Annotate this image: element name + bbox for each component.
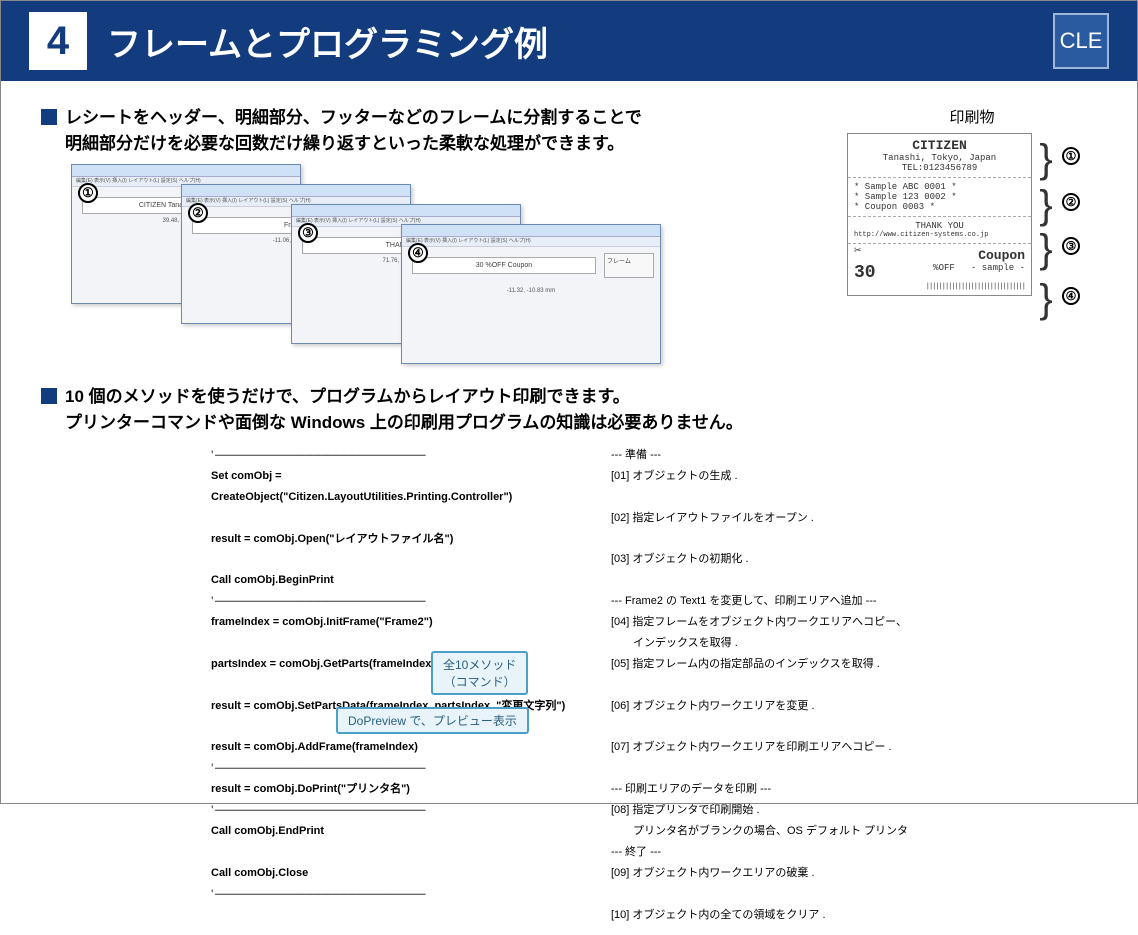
section-number: 4 (29, 12, 87, 70)
circle-1-icon: ① (78, 183, 98, 203)
code-block: ' --------------------------------------… (211, 445, 1097, 925)
bullet2-line1: 10 個のメソッドを使うだけで、プログラムからレイアウト印刷できます。 (65, 387, 630, 406)
square-bullet-icon (41, 109, 57, 125)
receipt-label-1: ① (1062, 147, 1080, 165)
receipt-label-3: ③ (1062, 237, 1080, 255)
square-bullet-icon (41, 388, 57, 404)
code-right: --- 準備 --- [01] オブジェクトの生成 . [02] 指定レイアウト… (611, 445, 971, 925)
receipt-label-2: ② (1062, 193, 1080, 211)
receipt-box: CITIZEN Tanashi, Tokyo, Japan TEL:012345… (847, 133, 1032, 296)
receipt-column: 印刷物 CITIZEN Tanashi, Tokyo, Japan TEL:01… (847, 106, 1097, 296)
callout-preview: DoPreview で、プレビュー表示 (336, 707, 529, 734)
circle-2-icon: ② (188, 203, 208, 223)
cascade-windows: 編集(E) 表示(V) 挿入(I) レイアウト(L) 設定(S) ヘルプ(H) … (71, 164, 631, 364)
bullet1-line1: レシートをヘッダー、明細部分、フッターなどのフレームに分割することで (65, 108, 642, 127)
bullet2-line2: プリンターコマンドや面倒な Windows 上の印刷用プログラムの知識は必要あり… (65, 413, 743, 432)
receipt-title: 印刷物 (847, 106, 1097, 127)
window-4: 編集(E) 表示(V) 挿入(I) レイアウト(L) 設定(S) ヘルプ(H) … (401, 224, 661, 364)
circle-4-icon: ④ (408, 243, 428, 263)
logo-icon: CLE (1053, 13, 1109, 69)
header-bar: 4 フレームとプログラミング例 CLE (1, 1, 1137, 81)
circle-3-icon: ③ (298, 223, 318, 243)
section-title: フレームとプログラミング例 (107, 17, 548, 66)
callout-methods: 全10メソッド（コマンド） (431, 651, 528, 695)
receipt-label-4: ④ (1062, 287, 1080, 305)
bullet-2: 10 個のメソッドを使うだけで、プログラムからレイアウト印刷できます。 プリンタ… (41, 384, 1097, 435)
bullet1-line2: 明細部分だけを必要な回数だけ繰り返すといった柔軟な処理ができます。 (65, 134, 624, 153)
